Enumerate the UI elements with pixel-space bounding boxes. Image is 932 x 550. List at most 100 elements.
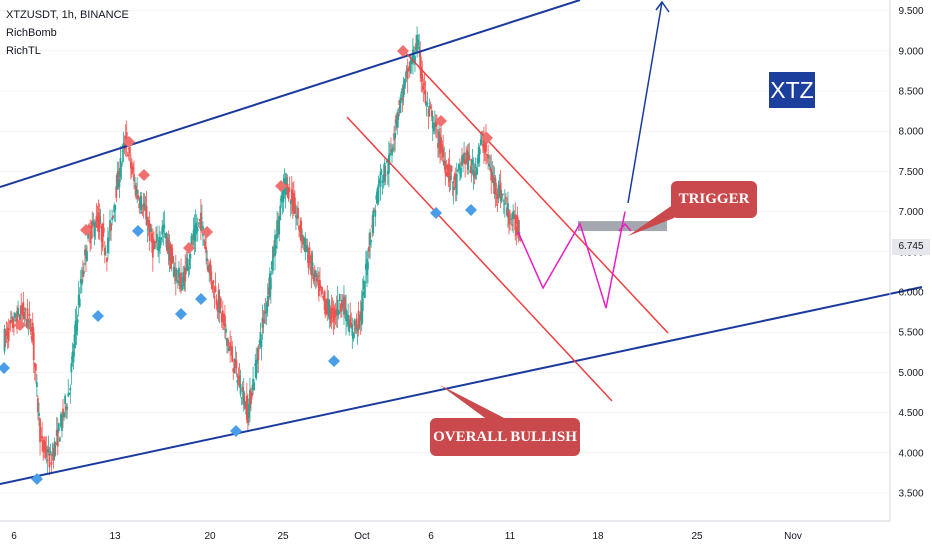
candle-body xyxy=(477,147,480,163)
candle-body xyxy=(319,280,321,288)
candle-body xyxy=(474,164,477,169)
sell-marker xyxy=(80,224,92,236)
time-tick-label: Oct xyxy=(354,531,370,542)
candle-body xyxy=(393,133,395,141)
trigger-label: TRIGGER xyxy=(671,181,757,218)
candle-body xyxy=(360,302,363,326)
candle-body xyxy=(290,189,293,200)
candle-body xyxy=(41,436,44,439)
candle-body xyxy=(439,134,441,154)
buy-marker xyxy=(0,362,10,374)
candle-body xyxy=(101,223,104,248)
price-tick-label: 4.000 xyxy=(898,448,923,459)
channel-lines xyxy=(0,0,923,485)
candle-body xyxy=(383,162,386,182)
candle-body xyxy=(373,209,376,212)
candle-body xyxy=(60,414,62,427)
candle-body xyxy=(489,166,492,171)
candle-body xyxy=(343,296,345,315)
candle-body xyxy=(184,267,187,282)
candle-body xyxy=(307,254,310,269)
candle-body xyxy=(128,147,131,154)
sell-marker xyxy=(201,226,213,238)
sell-marker xyxy=(138,169,150,181)
target-arrowhead xyxy=(655,0,670,13)
candle-body xyxy=(65,406,68,411)
candle-body xyxy=(408,61,411,71)
candle-body xyxy=(485,138,487,152)
candle-body xyxy=(379,171,382,188)
candle-body xyxy=(494,178,497,195)
candle-body xyxy=(55,430,58,436)
candle-body xyxy=(492,175,495,183)
candle-body xyxy=(191,242,194,244)
candle-body xyxy=(205,246,207,253)
price-tick-label: 7.000 xyxy=(898,207,923,218)
candle-body xyxy=(335,308,338,314)
candle-body xyxy=(196,228,199,231)
candle-body xyxy=(368,246,370,252)
candle-body xyxy=(211,281,214,290)
candle-body xyxy=(483,138,485,151)
candle-body xyxy=(255,360,258,379)
candle-body xyxy=(448,163,451,182)
candle-body xyxy=(346,319,348,322)
candle-body xyxy=(187,266,190,271)
candle-body xyxy=(303,238,306,241)
sell-marker xyxy=(275,180,287,192)
candle-body xyxy=(49,450,52,453)
candle-body xyxy=(160,237,163,240)
candle-body xyxy=(510,218,512,220)
candle-body xyxy=(173,273,176,275)
candle-body xyxy=(392,147,394,150)
buy-marker xyxy=(328,355,340,367)
candle-body xyxy=(471,159,474,165)
candle-body xyxy=(237,376,240,379)
candle-body xyxy=(459,167,461,170)
candle-body xyxy=(399,97,402,114)
candle-body xyxy=(500,197,503,202)
downtrend-lower-line xyxy=(346,116,613,402)
candle-body xyxy=(167,239,170,255)
candle-body xyxy=(387,154,390,174)
candle-body xyxy=(384,174,387,176)
candle-body xyxy=(352,332,355,339)
candle-body xyxy=(261,317,264,328)
candle-body xyxy=(114,204,117,211)
candle-body xyxy=(361,292,364,312)
candle-body xyxy=(426,103,429,105)
candle-body xyxy=(378,181,381,183)
candle-body xyxy=(266,295,269,307)
overall-bullish-label: OVERALL BULLISH xyxy=(430,418,580,456)
candle-body xyxy=(331,307,334,310)
candle-body xyxy=(137,195,140,199)
candle-body xyxy=(16,310,18,329)
candle-body xyxy=(425,103,428,106)
candle-body xyxy=(166,237,169,252)
candle-body xyxy=(333,309,336,318)
candle-body xyxy=(73,334,76,348)
candle-body xyxy=(504,198,507,200)
candle-body xyxy=(516,215,519,224)
candle-body xyxy=(154,247,156,249)
candle-body xyxy=(174,268,177,281)
candle-body xyxy=(61,415,63,431)
candle-body xyxy=(24,308,27,310)
candle-body xyxy=(242,390,245,406)
candle-body xyxy=(27,320,30,322)
candle-body xyxy=(429,107,432,109)
candle-body xyxy=(155,240,157,243)
candle-body xyxy=(302,236,305,245)
candle-body xyxy=(21,310,24,312)
candle-body xyxy=(371,225,374,228)
price-tick-label: 8.000 xyxy=(898,127,923,138)
candle-body xyxy=(215,299,218,305)
candle-body xyxy=(197,222,200,224)
candle-body xyxy=(293,197,296,214)
time-tick-label: 6 xyxy=(428,531,434,542)
candle-body xyxy=(263,312,266,314)
candle-body xyxy=(423,83,426,86)
candle-body xyxy=(283,178,286,187)
candle-body xyxy=(250,391,252,404)
